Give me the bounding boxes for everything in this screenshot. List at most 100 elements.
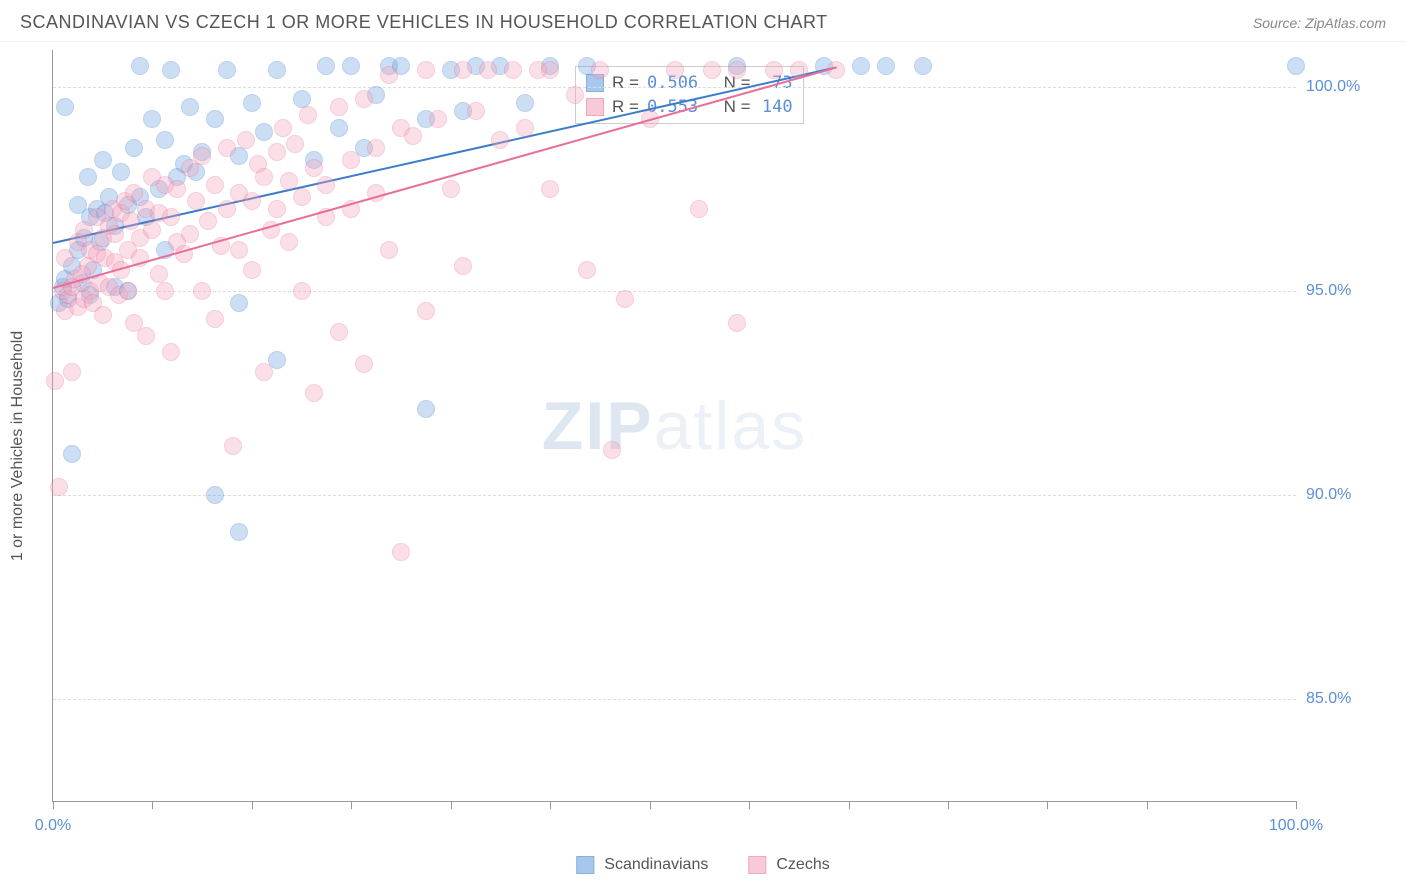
data-point [317,57,335,75]
data-point [286,135,304,153]
data-point [137,327,155,345]
data-point [454,61,472,79]
data-point [268,143,286,161]
data-point [355,90,373,108]
x-tick [1047,801,1048,809]
legend-item-czechs: Czechs [748,856,829,874]
data-point [224,437,242,455]
data-point [330,119,348,137]
data-point [156,282,174,300]
data-point [143,221,161,239]
data-point [63,445,81,463]
data-point [504,61,522,79]
data-point [280,233,298,251]
data-point [417,61,435,79]
data-point [392,543,410,561]
data-point [79,168,97,186]
x-tick-label: 100.0% [1269,817,1323,835]
data-point [355,355,373,373]
data-point [150,265,168,283]
data-point [268,61,286,79]
data-point [914,57,932,75]
chart-title: SCANDINAVIAN VS CZECH 1 OR MORE VEHICLES… [20,12,828,33]
data-point [666,61,684,79]
legend-swatch-icon [576,856,594,874]
data-point [243,192,261,210]
data-point [591,61,609,79]
y-axis-label: 1 or more Vehicles in Household [9,331,27,561]
data-point [380,241,398,259]
data-point [429,110,447,128]
data-point [106,225,124,243]
data-point [206,310,224,328]
data-point [293,188,311,206]
data-point [1287,57,1305,75]
data-point [56,249,74,267]
data-point [479,61,497,79]
x-tick [650,801,651,809]
data-point [274,119,292,137]
data-point [255,168,273,186]
data-point [156,131,174,149]
data-point [162,343,180,361]
data-point [293,90,311,108]
legend: Scandinavians Czechs [576,856,829,874]
x-tick [550,801,551,809]
data-point [404,127,422,145]
data-point [342,57,360,75]
y-tick-label: 85.0% [1306,690,1376,708]
stats-swatch-icon [586,98,604,116]
data-point [230,241,248,259]
data-point [330,98,348,116]
data-point [181,98,199,116]
data-point [516,119,534,137]
chart-source: Source: ZipAtlas.com [1253,15,1386,31]
data-point [94,306,112,324]
data-point [690,200,708,218]
x-tick [53,801,54,809]
data-point [168,180,186,198]
data-point [63,363,81,381]
legend-item-scandinavians: Scandinavians [576,856,708,874]
x-tick [252,801,253,809]
x-tick [451,801,452,809]
gridline [53,495,1296,496]
data-point [46,372,64,390]
data-point [380,66,398,84]
x-tick [849,801,850,809]
data-point [852,57,870,75]
data-point [218,139,236,157]
data-point [230,294,248,312]
data-point [299,106,317,124]
data-point [305,159,323,177]
data-point [218,200,236,218]
gridline [53,291,1296,292]
data-point [193,147,211,165]
x-tick [1147,801,1148,809]
y-tick-label: 100.0% [1306,78,1376,96]
data-point [342,151,360,169]
data-point [417,400,435,418]
data-point [454,257,472,275]
data-point [728,314,746,332]
x-tick [152,801,153,809]
data-point [293,282,311,300]
watermark: ZIPatlas [542,387,807,465]
data-point [50,478,68,496]
chart-header: SCANDINAVIAN VS CZECH 1 OR MORE VEHICLES… [0,0,1406,42]
data-point [367,139,385,157]
data-point [199,212,217,230]
data-point [94,151,112,169]
data-point [206,486,224,504]
data-point [541,180,559,198]
data-point [616,290,634,308]
data-point [728,61,746,79]
x-tick [351,801,352,809]
data-point [491,131,509,149]
data-point [603,441,621,459]
data-point [56,98,74,116]
data-point [187,192,205,210]
data-point [206,176,224,194]
x-tick [1296,801,1297,809]
data-point [255,363,273,381]
